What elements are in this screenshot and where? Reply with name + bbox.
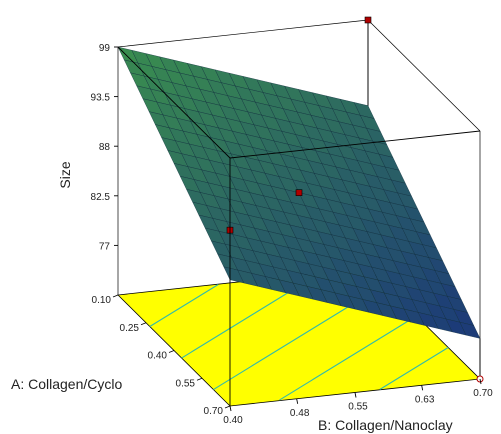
x-tick-label: 0.70 [204, 406, 224, 417]
y-tick-label: 0.40 [223, 415, 243, 426]
floor-contour-line [149, 284, 219, 327]
floor-contour-line [279, 315, 417, 401]
z-tick-label: 93.5 [91, 93, 111, 104]
box-edge-top-front-right [229, 130, 481, 159]
z-tick-label: 88 [99, 142, 111, 153]
y-tick-mark [479, 378, 482, 385]
surface-cell [459, 321, 481, 339]
y-tick-mark [296, 398, 299, 404]
plot-box-front [117, 46, 481, 406]
y-tick-label: 0.48 [290, 408, 310, 419]
x-tick-mark [168, 350, 175, 353]
z-axis-title: Size [57, 161, 73, 188]
response-surface [117, 46, 481, 339]
x-tick-label: 0.55 [176, 378, 196, 389]
y-tick-label: 0.55 [348, 402, 368, 413]
tick-labels: 9993.58882.5770.100.250.400.550.700.400.… [91, 43, 494, 426]
x-tick-mark [224, 405, 231, 409]
floor-contour-line [379, 347, 449, 390]
x-axis-title: A: Collagen/Cyclo [11, 376, 122, 392]
box-edge-top-rear-left [117, 19, 369, 48]
x-tick-mark [112, 294, 119, 298]
x-tick-label: 0.40 [148, 351, 168, 362]
x-tick-mark [140, 322, 147, 326]
box-edge-top-rear-right [367, 19, 481, 132]
x-tick-label: 0.25 [120, 323, 140, 334]
x-tick-label: 0.10 [92, 295, 112, 306]
y-tick-mark [421, 385, 424, 391]
design-point-2 [295, 189, 303, 197]
y-tick-label: 0.63 [415, 394, 435, 405]
z-tick-label: 82.5 [91, 192, 111, 203]
z-tick-label: 99 [99, 43, 111, 54]
y-axis-title: B: Collagen/Nanoclay [318, 417, 453, 433]
y-tick-mark [354, 392, 357, 398]
x-tick-mark [196, 377, 203, 381]
z-tick-label: 77 [99, 241, 111, 252]
box-edge-top-front-left [117, 46, 231, 159]
y-tick-mark [229, 405, 232, 412]
y-tick-label: 0.70 [473, 388, 493, 399]
design-point-1 [364, 16, 372, 24]
